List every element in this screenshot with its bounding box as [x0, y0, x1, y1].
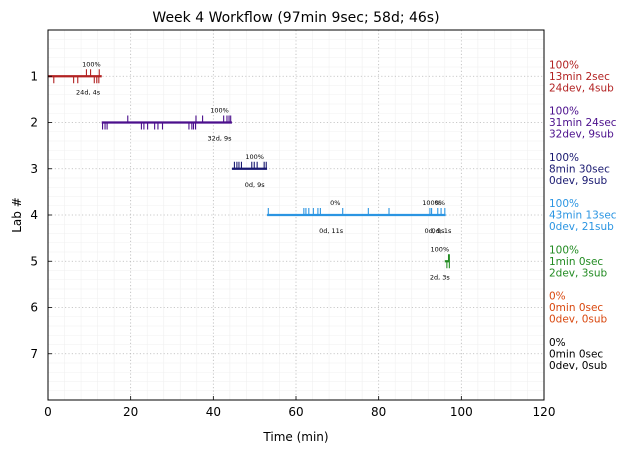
lab-1-counts-label: 24d, 4s	[76, 88, 101, 96]
lab-6-summary-line: 0dev, 0sub	[549, 314, 608, 326]
y-tick-label: 4	[30, 208, 38, 222]
lab-6-summary-line: 0min 0sec	[549, 302, 603, 314]
lab-3-summary-line: 8min 30sec	[549, 163, 610, 175]
lab-2-counts-label: 32d, 9s	[208, 135, 233, 143]
lab-3-progress-label: 100%	[245, 153, 264, 161]
lab-1-summary-line: 100%	[549, 59, 579, 71]
x-axis-label: Time (min)	[262, 430, 328, 444]
lab-5-summary-line: 100%	[549, 244, 579, 256]
x-tick-label: 20	[123, 405, 138, 419]
x-tick-label: 40	[206, 405, 221, 419]
x-tick-label: 80	[371, 405, 386, 419]
x-tick-label: 100	[450, 405, 473, 419]
lab-1-progress-label: 100%	[82, 60, 101, 68]
y-tick-label: 1	[30, 69, 38, 83]
lab-6-summary-line: 0%	[549, 291, 566, 303]
y-axis-label: Lab #	[10, 197, 24, 233]
lab-4-progress-label: 0%	[330, 199, 340, 207]
lab-4-counts-label-2: 0d, 9s	[425, 227, 446, 235]
lab-3-summary-line: 0dev, 9sub	[549, 175, 608, 187]
lab-7-summary-line: 0%	[549, 337, 566, 349]
lab-4-summary-line: 43min 13sec	[549, 210, 617, 222]
y-tick-label: 2	[30, 116, 38, 130]
lab-5-summary-line: 1min 0sec	[549, 256, 603, 268]
y-tick-label: 7	[30, 347, 38, 361]
x-tick-label: 60	[288, 405, 303, 419]
lab-4-summary-line: 100%	[549, 198, 579, 210]
lab-7-summary-line: 0min 0sec	[549, 348, 603, 360]
lab-4-progress-label-2: 100%	[422, 199, 441, 207]
lab-1-summary-line: 24dev, 4sub	[549, 82, 614, 94]
lab-2-progress-label: 100%	[210, 107, 229, 115]
y-tick-label: 6	[30, 301, 38, 315]
lab-4-counts-label-3: 0d, 1s	[432, 227, 453, 235]
lab-3-counts-label: 0d, 9s	[245, 181, 266, 189]
lab-4-counts-label: 0d, 11s	[319, 227, 344, 235]
lab-2-summary-line: 32dev, 9sub	[549, 129, 614, 141]
y-tick-label: 3	[30, 162, 38, 176]
lab-2-summary-line: 100%	[549, 106, 579, 118]
lab-5-progress-label: 100%	[431, 245, 450, 253]
chart-title: Week 4 Workflow (97min 9sec; 58d; 46s)	[152, 10, 439, 26]
y-tick-label: 5	[30, 254, 38, 268]
lab-4-summary-line: 0dev, 21sub	[549, 221, 614, 233]
axis-layer: 0 20 40 60 80 100 120 1 2 3 4 5 6 7	[30, 69, 555, 419]
x-tick-label: 120	[533, 405, 556, 419]
lab-2-summary-line: 31min 24sec	[549, 117, 617, 129]
lab-4-progress-label-3: 0%	[435, 199, 445, 207]
x-tick-label: 0	[44, 405, 52, 419]
lab-5-counts-label: 2d, 3s	[430, 273, 451, 281]
lab-5-summary-line: 2dev, 3sub	[549, 267, 608, 279]
lab-7-summary-line: 0dev, 0sub	[549, 360, 608, 372]
lab-1-summary-line: 13min 2sec	[549, 71, 610, 83]
lab-3-summary-line: 100%	[549, 152, 579, 164]
